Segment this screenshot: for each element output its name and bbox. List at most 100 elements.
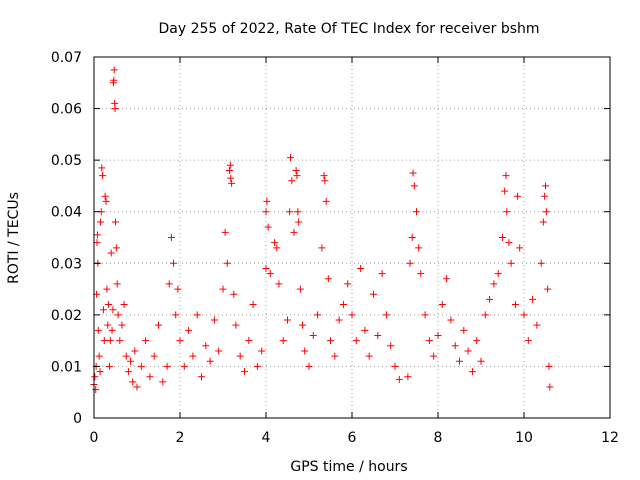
data-point [273,244,281,252]
axis-ticks: 0 0.01 0.02 0.03 0.04 0.05 0.06 0.07 0 2 4 6 8 10 12 [51,50,619,446]
data-point [511,301,519,309]
data-point [406,259,414,267]
data-point [232,321,240,329]
data-point [146,373,154,381]
data-point [110,76,118,84]
x-tick-label: 2 [176,430,185,446]
data-point [494,270,502,278]
data-point [529,295,537,303]
data-point [155,321,162,329]
data-point [93,231,101,239]
data-point [348,311,356,319]
x-tick-label: 8 [434,430,443,446]
data-point [92,386,100,394]
data-point [542,208,550,216]
data-point [438,301,446,309]
data-point [131,347,139,355]
data-point [299,321,307,329]
data-point [321,177,329,185]
data-point [129,378,137,386]
data-point [290,228,298,236]
data-point [99,172,107,180]
data-point [378,270,386,278]
data-point [335,316,343,324]
data-point [404,373,412,381]
y-tick-label: 0.04 [51,205,82,221]
data-point [103,285,111,293]
data-point [486,295,494,303]
data-point [443,275,451,283]
data-point [249,301,257,309]
data-point [228,179,236,187]
data-point [520,311,528,319]
data-point [227,174,235,182]
data-point [262,208,270,216]
data-point [189,352,197,360]
data-point [127,357,135,365]
data-point [174,285,182,293]
data-point [230,290,238,298]
data-point [409,169,417,177]
data-point [295,218,303,226]
data-point [464,347,472,355]
data-point [327,337,334,345]
data-point [524,337,532,345]
data-point [241,368,248,376]
data-point [206,357,214,365]
data-point [286,208,294,216]
data-point [95,352,103,360]
y-tick-label: 0.01 [51,359,82,375]
data-point [490,280,498,288]
data-point [320,172,328,180]
data-point [309,331,317,339]
data-point [263,197,271,205]
data-point [106,337,114,345]
y-tick-label: 0.05 [51,153,82,169]
data-point [110,66,118,74]
data-point [408,234,416,241]
data-point [180,362,188,370]
data-point [382,311,390,319]
data-point [314,311,322,319]
x-tick-label: 12 [601,430,619,446]
data-point [344,280,352,288]
data-point [294,208,302,216]
data-point [98,164,106,172]
data-point [101,192,109,200]
data-point [137,362,145,370]
data-point [245,337,253,345]
data-point [421,311,429,319]
data-point [292,166,300,174]
data-point [502,172,510,180]
data-point [96,218,104,226]
data-point [198,373,205,381]
data-point [413,208,420,216]
data-point [539,218,547,226]
data-point [93,239,101,247]
data-point [167,234,175,241]
data-point [507,259,515,267]
data-point [447,316,455,324]
gridlines [94,57,610,418]
data-point [481,311,489,319]
data-point [516,244,524,252]
data-point [271,239,279,247]
x-axis-label: GPS time / hours [290,459,407,475]
data-point [142,337,150,345]
y-tick-label: 0 [73,411,82,427]
data-point [287,154,295,162]
data-point [456,357,463,365]
data-point [451,342,459,350]
data-point [99,306,107,314]
data-point [112,218,119,226]
data-point [202,342,210,350]
data-point [223,259,231,267]
data-point [293,172,301,180]
data-point [284,316,291,324]
data-point [94,326,102,334]
data-point [305,362,313,370]
data-point [468,368,476,376]
y-tick-label: 0.06 [51,102,82,118]
data-point [108,326,116,334]
data-point [176,337,184,345]
